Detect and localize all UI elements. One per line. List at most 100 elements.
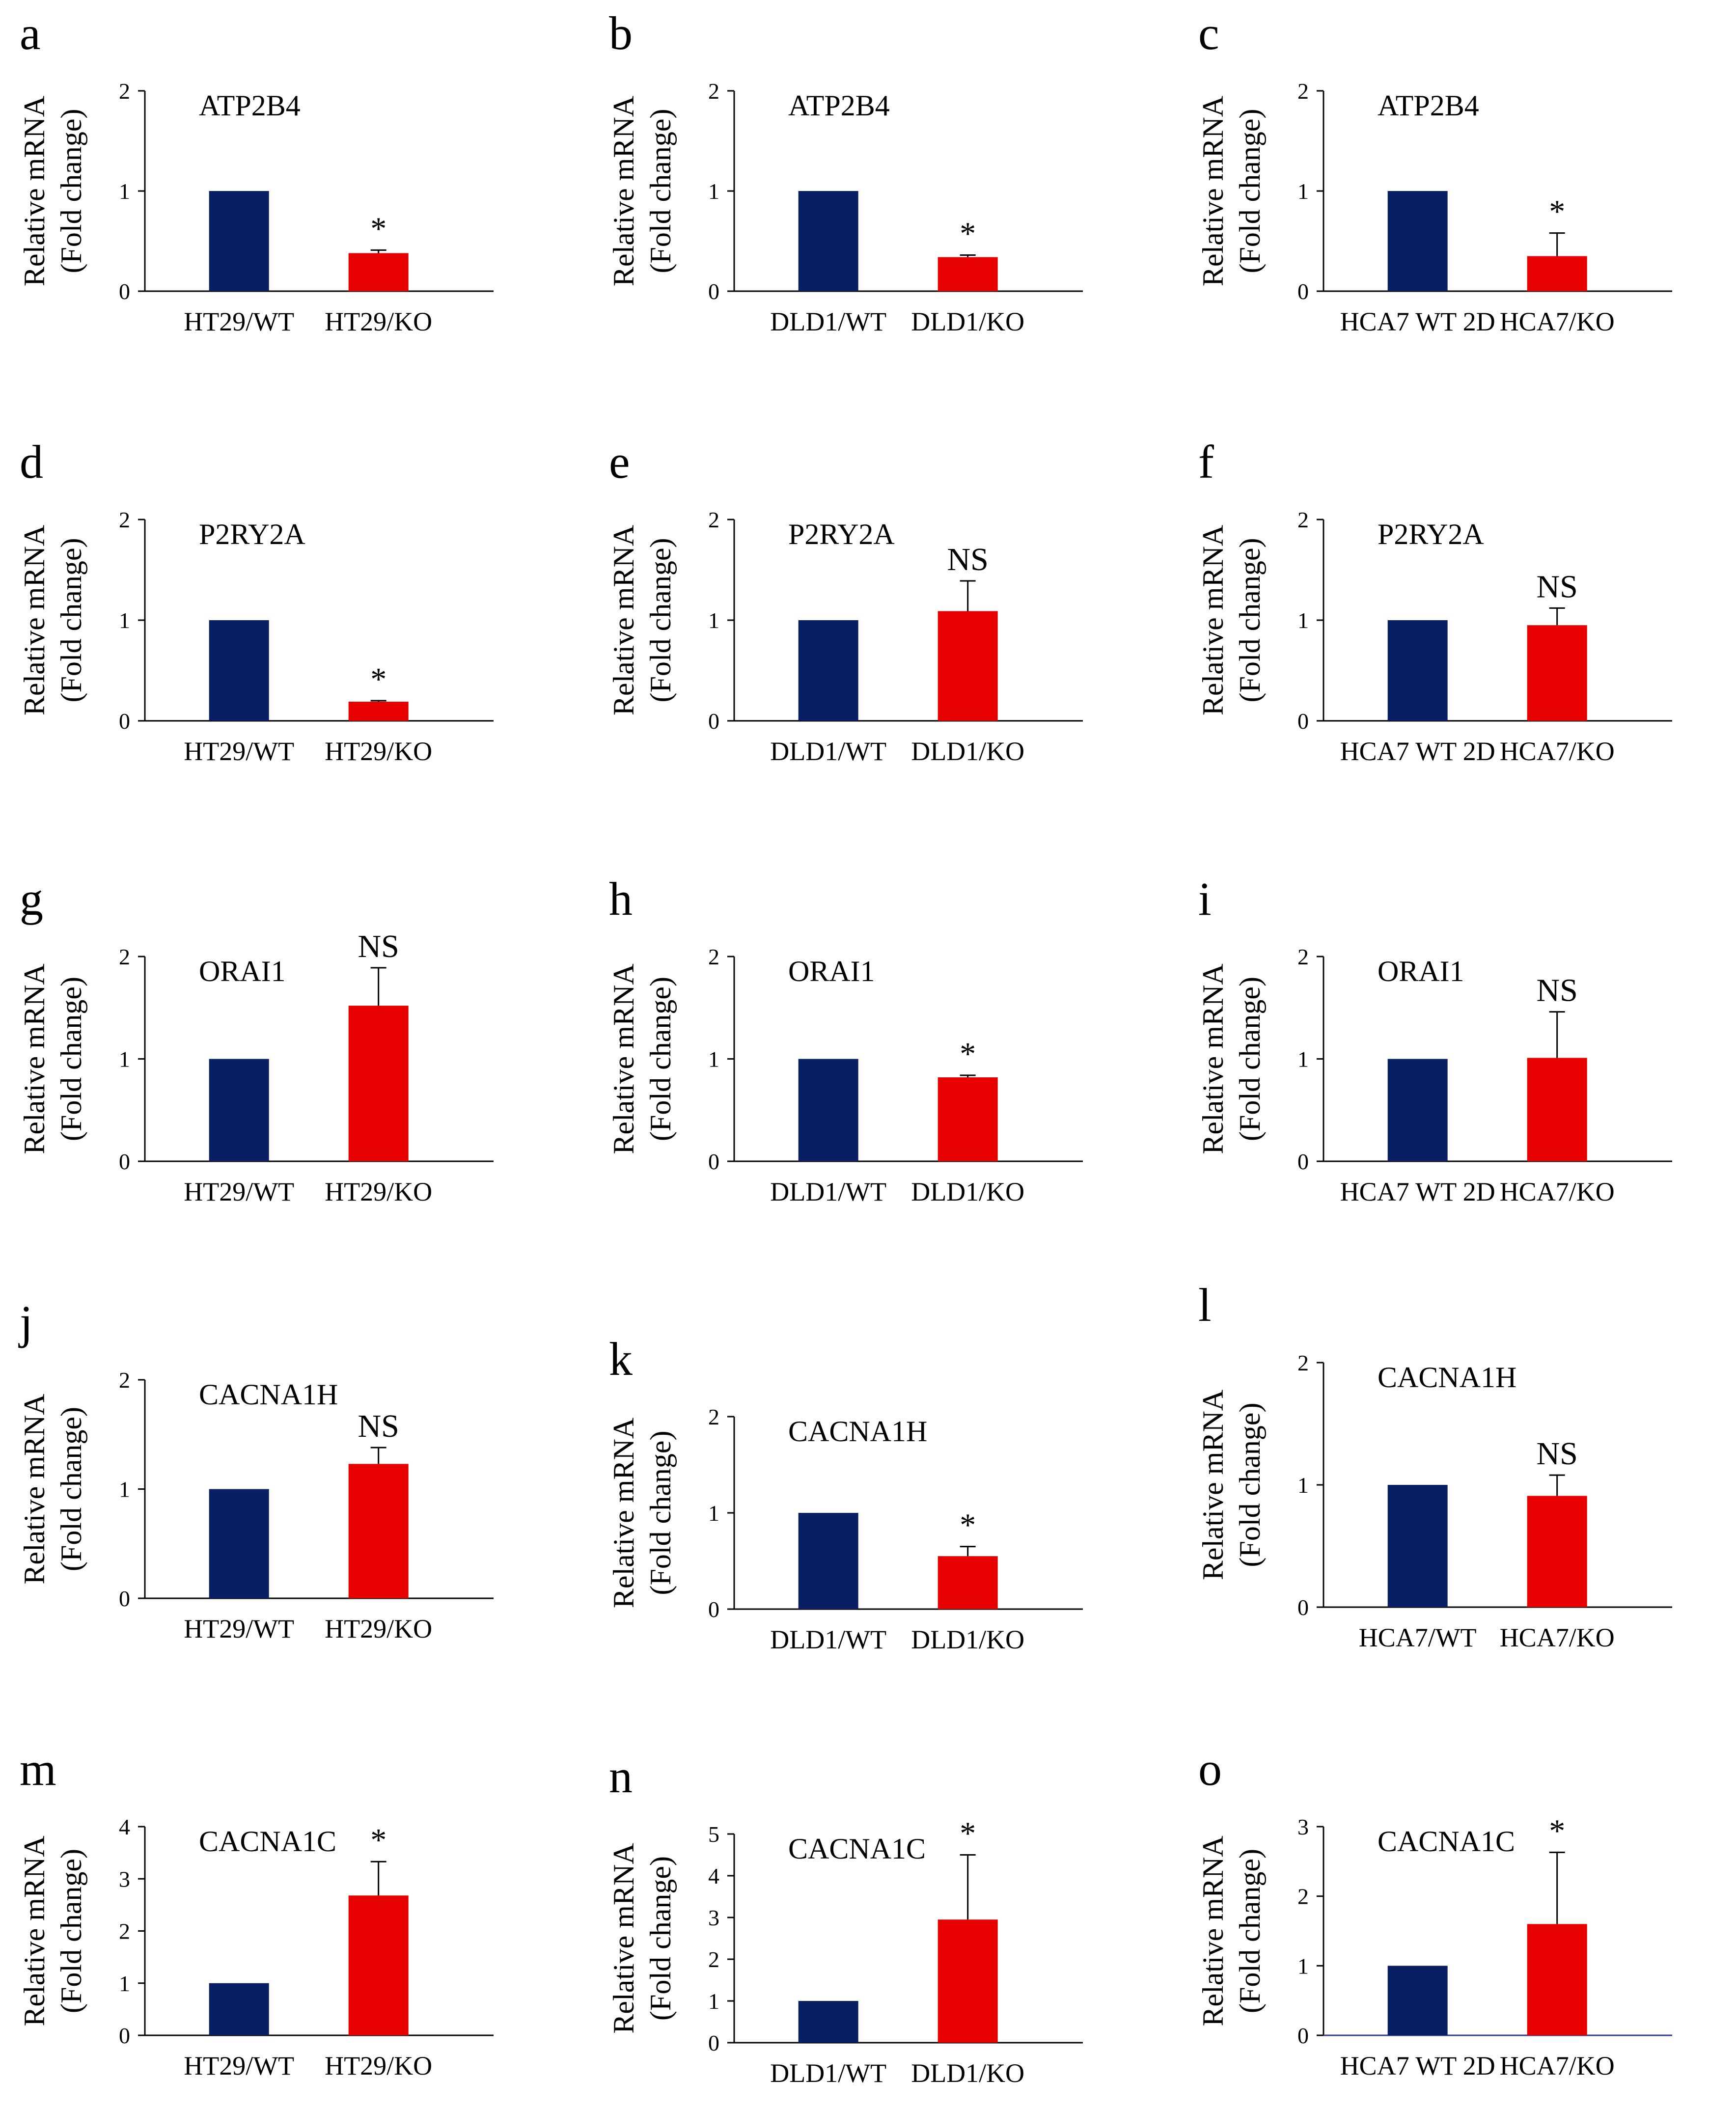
panel-letter: g (20, 873, 43, 925)
y-tick-label: 2 (1297, 944, 1309, 969)
y-tick-label: 0 (708, 279, 719, 304)
bar-wt (798, 2001, 858, 2043)
y-axis-label: Relative mRNA (18, 1835, 51, 2026)
significance-label: * (960, 1816, 976, 1852)
panel-i: i Relative mRNA (Fold change) 0 1 2 ORAI1 HCA7 … (1197, 873, 1672, 1206)
category-label: HCA7 WT 2D (1340, 1177, 1495, 1206)
y-axis-label-units: (Fold change) (55, 538, 87, 703)
bar-ko (1527, 1924, 1587, 2035)
y-axis-label-units: (Fold change) (644, 538, 677, 703)
y-axis-label: Relative mRNA (607, 963, 640, 1154)
bar-wt (1387, 1966, 1448, 2035)
panel-e: e Relative mRNA (Fold change) 0 1 2 P2RY2A DLD1… (607, 436, 1083, 766)
y-tick-label: 0 (708, 709, 719, 734)
y-tick-label: 1 (708, 1047, 719, 1072)
y-axis-label: Relative mRNA (1197, 96, 1229, 286)
y-axis-label-units: (Fold change) (1234, 1403, 1266, 1567)
significance-label: NS (1537, 569, 1578, 604)
y-tick-label: 1 (1297, 179, 1309, 204)
significance-label: * (370, 1822, 386, 1858)
panel-c: c Relative mRNA (Fold change) 0 1 2 ATP2B4 HCA7… (1197, 7, 1672, 336)
panel-letter: l (1198, 1279, 1212, 1331)
significance-label: NS (358, 929, 399, 964)
y-tick-label: 1 (119, 1971, 130, 1996)
gene-title: ORAI1 (1378, 955, 1464, 987)
y-axis-label-units: (Fold change) (644, 1431, 677, 1595)
category-label: HCA7/KO (1500, 307, 1615, 336)
gene-title: P2RY2A (199, 518, 305, 550)
y-tick-label: 0 (119, 1149, 130, 1174)
y-axis-label-units: (Fold change) (644, 109, 677, 274)
y-tick-label: 1 (119, 179, 130, 204)
y-tick-label: 4 (119, 1814, 130, 1839)
y-tick-label: 2 (708, 1947, 719, 1972)
category-label: HT29/KO (325, 1614, 432, 1643)
category-label: HT29/KO (325, 2051, 432, 2081)
category-label: DLD1/KO (911, 1177, 1024, 1206)
category-label: HT29/KO (325, 1177, 432, 1206)
y-axis-label: Relative mRNA (607, 525, 640, 715)
y-tick-label: 1 (708, 1989, 719, 2014)
y-axis-label: Relative mRNA (1197, 963, 1229, 1154)
panel-j: j Relative mRNA (Fold change) 0 1 2 CACNA1H HT2… (18, 1296, 494, 1643)
category-label: DLD1/KO (911, 307, 1024, 336)
category-label: HCA7/KO (1500, 737, 1615, 766)
panel-letter: m (20, 1743, 56, 1795)
significance-label: NS (358, 1408, 399, 1444)
y-tick-label: 2 (1297, 507, 1309, 532)
y-tick-label: 1 (1297, 1953, 1309, 1978)
bar-wt (209, 620, 269, 721)
y-tick-label: 2 (1297, 1884, 1309, 1909)
gene-title: CACNA1C (199, 1825, 336, 1858)
y-tick-label: 0 (1297, 1595, 1309, 1620)
gene-title: P2RY2A (788, 518, 895, 550)
panel-m: m Relative mRNA (Fold change) 0 1 2 3 4 CACNA1C H… (18, 1743, 494, 2081)
bar-ko (1527, 1496, 1587, 1607)
panel-letter: j (18, 1296, 33, 1348)
y-axis-label-units: (Fold change) (1234, 1849, 1266, 2013)
category-label: DLD1/WT (770, 737, 886, 766)
y-tick-label: 1 (119, 608, 130, 633)
bar-wt (1387, 191, 1448, 291)
panel-letter: b (609, 7, 633, 59)
y-axis-label: Relative mRNA (18, 96, 51, 286)
y-axis-label-units: (Fold change) (1234, 109, 1266, 274)
bar-wt (1387, 620, 1448, 721)
gene-title: CACNA1H (199, 1378, 338, 1411)
y-axis-label-units: (Fold change) (55, 1849, 87, 2013)
category-label: HT29/WT (184, 2051, 294, 2081)
bar-ko (348, 253, 409, 291)
category-label: HT29/KO (325, 737, 432, 766)
panel-letter: f (1198, 436, 1214, 488)
bar-wt (798, 620, 858, 721)
y-tick-label: 2 (708, 1404, 719, 1429)
panel-letter: k (609, 1333, 633, 1385)
significance-label: * (1549, 194, 1565, 230)
y-axis-label: Relative mRNA (607, 96, 640, 286)
panel-b: b Relative mRNA (Fold change) 0 1 2 ATP2B4 DLD1… (607, 7, 1083, 336)
panel-letter: o (1198, 1743, 1222, 1795)
panel-n: n Relative mRNA (Fold change) 0 1 2 3 4 5 CACNA1C… (607, 1750, 1083, 2088)
y-tick-label: 1 (1297, 1473, 1309, 1498)
bar-ko (348, 1895, 409, 2035)
bar-ko (348, 1464, 409, 1598)
gene-title: CACNA1C (788, 1833, 926, 1865)
y-tick-label: 0 (119, 279, 130, 304)
y-tick-label: 2 (119, 1368, 130, 1393)
category-label: DLD1/KO (911, 1625, 1024, 1654)
bar-wt (209, 191, 269, 291)
bar-ko (937, 611, 998, 721)
significance-label: * (960, 1507, 976, 1543)
y-tick-label: 4 (708, 1863, 719, 1889)
y-axis-label-units: (Fold change) (1234, 538, 1266, 703)
category-label: HT29/WT (184, 737, 294, 766)
y-tick-label: 1 (708, 1501, 719, 1526)
gene-title: CACNA1H (1378, 1361, 1516, 1394)
category-label: DLD1/WT (770, 1177, 886, 1206)
bar-wt (798, 1513, 858, 1609)
y-tick-label: 2 (708, 944, 719, 969)
y-tick-label: 1 (708, 179, 719, 204)
y-axis-label: Relative mRNA (1197, 1835, 1229, 2026)
category-label: HT29/WT (184, 1614, 294, 1643)
